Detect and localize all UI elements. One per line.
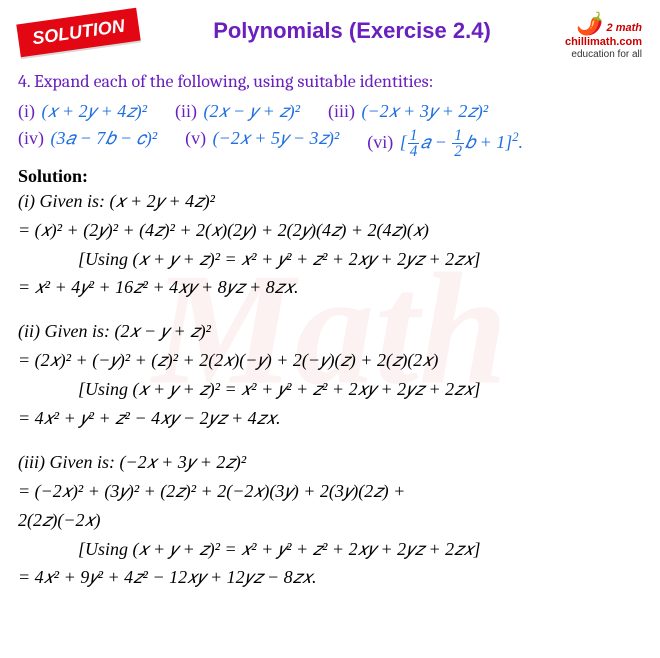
page-header: SOLUTION Polynomials (Exercise 2.4) 🌶️ 2…	[18, 12, 642, 60]
brand-logo: 🌶️ 2 math chillimath.com education for a…	[565, 12, 642, 60]
part-iv: (iv) (3𝑎 − 7𝑏 − 𝑐)²	[18, 128, 157, 160]
chilli-icon: 🌶️	[576, 11, 603, 36]
site-tagline: education for all	[571, 49, 642, 60]
sol-ii-expand: = (2𝑥)² + (−𝑦)² + (𝑧)² + 2(2𝑥)(−𝑦) + 2(−…	[18, 347, 642, 375]
logo-text: 2 math	[607, 22, 642, 34]
solution-heading: Solution:	[18, 166, 642, 187]
question-prompt: Expand each of the following, using suit…	[34, 71, 433, 92]
part-vi: (vi) [14𝑎 − 12𝑏 + 1]2.	[367, 128, 523, 160]
part-iii: (iii) (−2𝑥 + 3𝑦 + 2𝑧)²	[328, 101, 488, 122]
sol-iii-expand2: 2(2𝑧)(−2𝑥)	[18, 507, 642, 535]
site-url: chillimath.com	[565, 36, 642, 48]
sol-iii-given: (iii) Given is: (−2𝑥 + 3𝑦 + 2𝑧)²	[18, 449, 642, 477]
sol-i-given: (i) Given is: (𝑥 + 2𝑦 + 4𝑧)²	[18, 188, 642, 216]
question-number: 4.	[18, 71, 30, 92]
sol-i-identity: [Using (𝑥 + 𝑦 + 𝑧)² = 𝑥² + 𝑦² + 𝑧² + 2𝑥𝑦…	[18, 246, 642, 274]
page-title: Polynomials (Exercise 2.4)	[139, 18, 565, 44]
sol-ii-identity: [Using (𝑥 + 𝑦 + 𝑧)² = 𝑥² + 𝑦² + 𝑧² + 2𝑥𝑦…	[18, 376, 642, 404]
sol-iii-expand: = (−2𝑥)² + (3𝑦)² + (2𝑧)² + 2(−2𝑥)(3𝑦) + …	[18, 478, 642, 506]
question-text: 4. Expand each of the following, using s…	[18, 68, 642, 97]
parts-row-1: (i) (𝑥 + 2𝑦 + 4𝑧)² (ii) (2𝑥 − 𝑦 + 𝑧)² (i…	[18, 101, 642, 122]
sol-i-expand: = (𝑥)² + (2𝑦)² + (4𝑧)² + 2(𝑥)(2𝑦) + 2(2𝑦…	[18, 217, 642, 245]
part-i: (i) (𝑥 + 2𝑦 + 4𝑧)²	[18, 101, 147, 122]
solution-ribbon: SOLUTION	[16, 8, 140, 58]
sol-iii-result: = 4𝑥² + 9𝑦² + 4𝑧² − 12𝑥𝑦 + 12𝑦𝑧 − 8𝑧𝑥.	[18, 564, 642, 592]
part-v: (v) (−2𝑥 + 5𝑦 − 3𝑧)²	[185, 128, 339, 160]
parts-row-2: (iv) (3𝑎 − 7𝑏 − 𝑐)² (v) (−2𝑥 + 5𝑦 − 3𝑧)²…	[18, 128, 642, 160]
sol-iii-identity: [Using (𝑥 + 𝑦 + 𝑧)² = 𝑥² + 𝑦² + 𝑧² + 2𝑥𝑦…	[18, 536, 642, 564]
sol-ii-given: (ii) Given is: (2𝑥 − 𝑦 + 𝑧)²	[18, 318, 642, 346]
part-ii: (ii) (2𝑥 − 𝑦 + 𝑧)²	[175, 101, 300, 122]
sol-i-result: = 𝑥² + 4𝑦² + 16𝑧² + 4𝑥𝑦 + 8𝑦𝑧 + 8𝑧𝑥.	[18, 274, 642, 302]
sol-ii-result: = 4𝑥² + 𝑦² + 𝑧² − 4𝑥𝑦 − 2𝑦𝑧 + 4𝑧𝑥.	[18, 405, 642, 433]
